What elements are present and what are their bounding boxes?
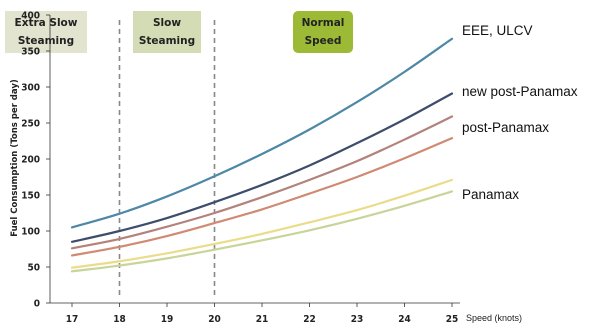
y-tick-label: 250 xyxy=(21,119,40,130)
series-line-2 xyxy=(70,115,454,250)
series-line-4 xyxy=(70,178,454,269)
y-tick-label: 350 xyxy=(21,47,40,58)
x-tick-label: 24 xyxy=(398,314,411,325)
y-tick-label: 100 xyxy=(21,227,40,238)
x-tick-label: 22 xyxy=(303,314,316,325)
zone-extra-slow-box xyxy=(5,11,87,53)
series-label-panamax: Panamax xyxy=(462,187,519,202)
x-tick-label: 17 xyxy=(66,314,79,325)
x-tick-label: 18 xyxy=(113,314,126,325)
series-line-3 xyxy=(70,137,454,257)
y-axis-label: Fuel Consumption (Tons per day) xyxy=(10,79,20,237)
zone-slow-box xyxy=(133,11,201,53)
y-tick-label: 400 xyxy=(21,11,40,22)
x-tick-label: 25 xyxy=(446,314,459,325)
speed-zones: Extra Slow Steaming Slow Steaming Normal… xyxy=(5,11,353,53)
zone-normal-box xyxy=(293,11,353,53)
series-line-5 xyxy=(70,190,454,273)
series-label-new-post-panamax: new post-Panamax xyxy=(462,84,578,99)
x-tick-label: 21 xyxy=(256,314,269,325)
y-tick-label: 0 xyxy=(34,299,40,310)
y-tick-label: 50 xyxy=(27,263,40,274)
zone-normal-label-line2: Speed xyxy=(305,35,342,47)
x-tick-label: 20 xyxy=(208,314,221,325)
series-lines xyxy=(70,37,454,273)
y-tick-label: 200 xyxy=(21,155,40,166)
y-tick-label: 300 xyxy=(21,83,40,94)
series-label-eee-ulcv: EEE, ULCV xyxy=(462,23,533,38)
zone-slow-label-line2: Steaming xyxy=(139,35,195,47)
series-line-0 xyxy=(70,37,454,229)
axes: 0 50 100 150 200 250 300 350 400 17 18 19 20 21 22 23 24… xyxy=(21,11,460,325)
zone-normal-label-line1: Normal xyxy=(302,17,345,29)
zone-extra-slow-label-line1: Extra Slow xyxy=(15,17,78,29)
zone-extra-slow-label-line2: Steaming xyxy=(18,35,74,47)
series-label-post-panamax: post-Panamax xyxy=(462,120,549,135)
x-tick-label: 19 xyxy=(161,314,174,325)
x-tick-label: 23 xyxy=(351,314,364,325)
zone-slow-label-line1: Slow xyxy=(153,17,181,29)
x-axis-label: Speed (knots) xyxy=(466,313,522,323)
series-line-1 xyxy=(70,92,454,243)
y-tick-label: 150 xyxy=(21,191,40,202)
